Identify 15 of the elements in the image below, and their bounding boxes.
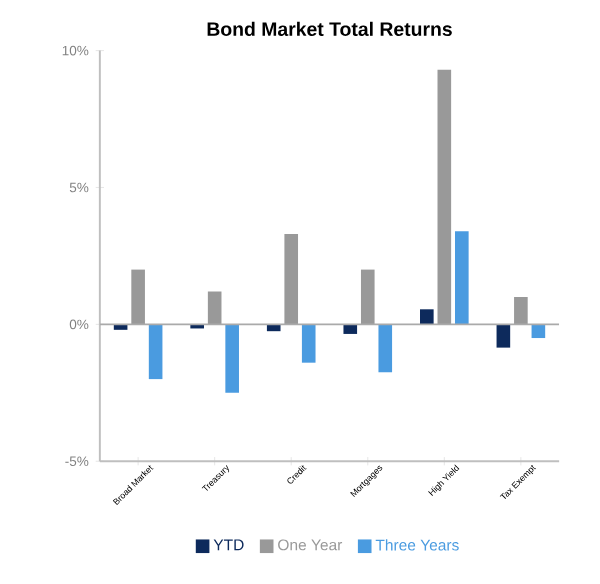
bar — [496, 324, 511, 348]
bar — [455, 231, 469, 325]
bar — [225, 324, 239, 393]
bar — [284, 234, 299, 325]
bar — [301, 324, 316, 363]
bar — [531, 324, 546, 339]
bar — [148, 324, 163, 380]
bar — [378, 324, 393, 373]
bar — [360, 269, 375, 325]
bar — [514, 297, 528, 325]
bar — [207, 291, 222, 325]
bar — [420, 309, 434, 325]
chart-title: Bond Market Total Returns — [207, 21, 452, 37]
bar — [131, 269, 145, 325]
bar — [437, 69, 452, 325]
